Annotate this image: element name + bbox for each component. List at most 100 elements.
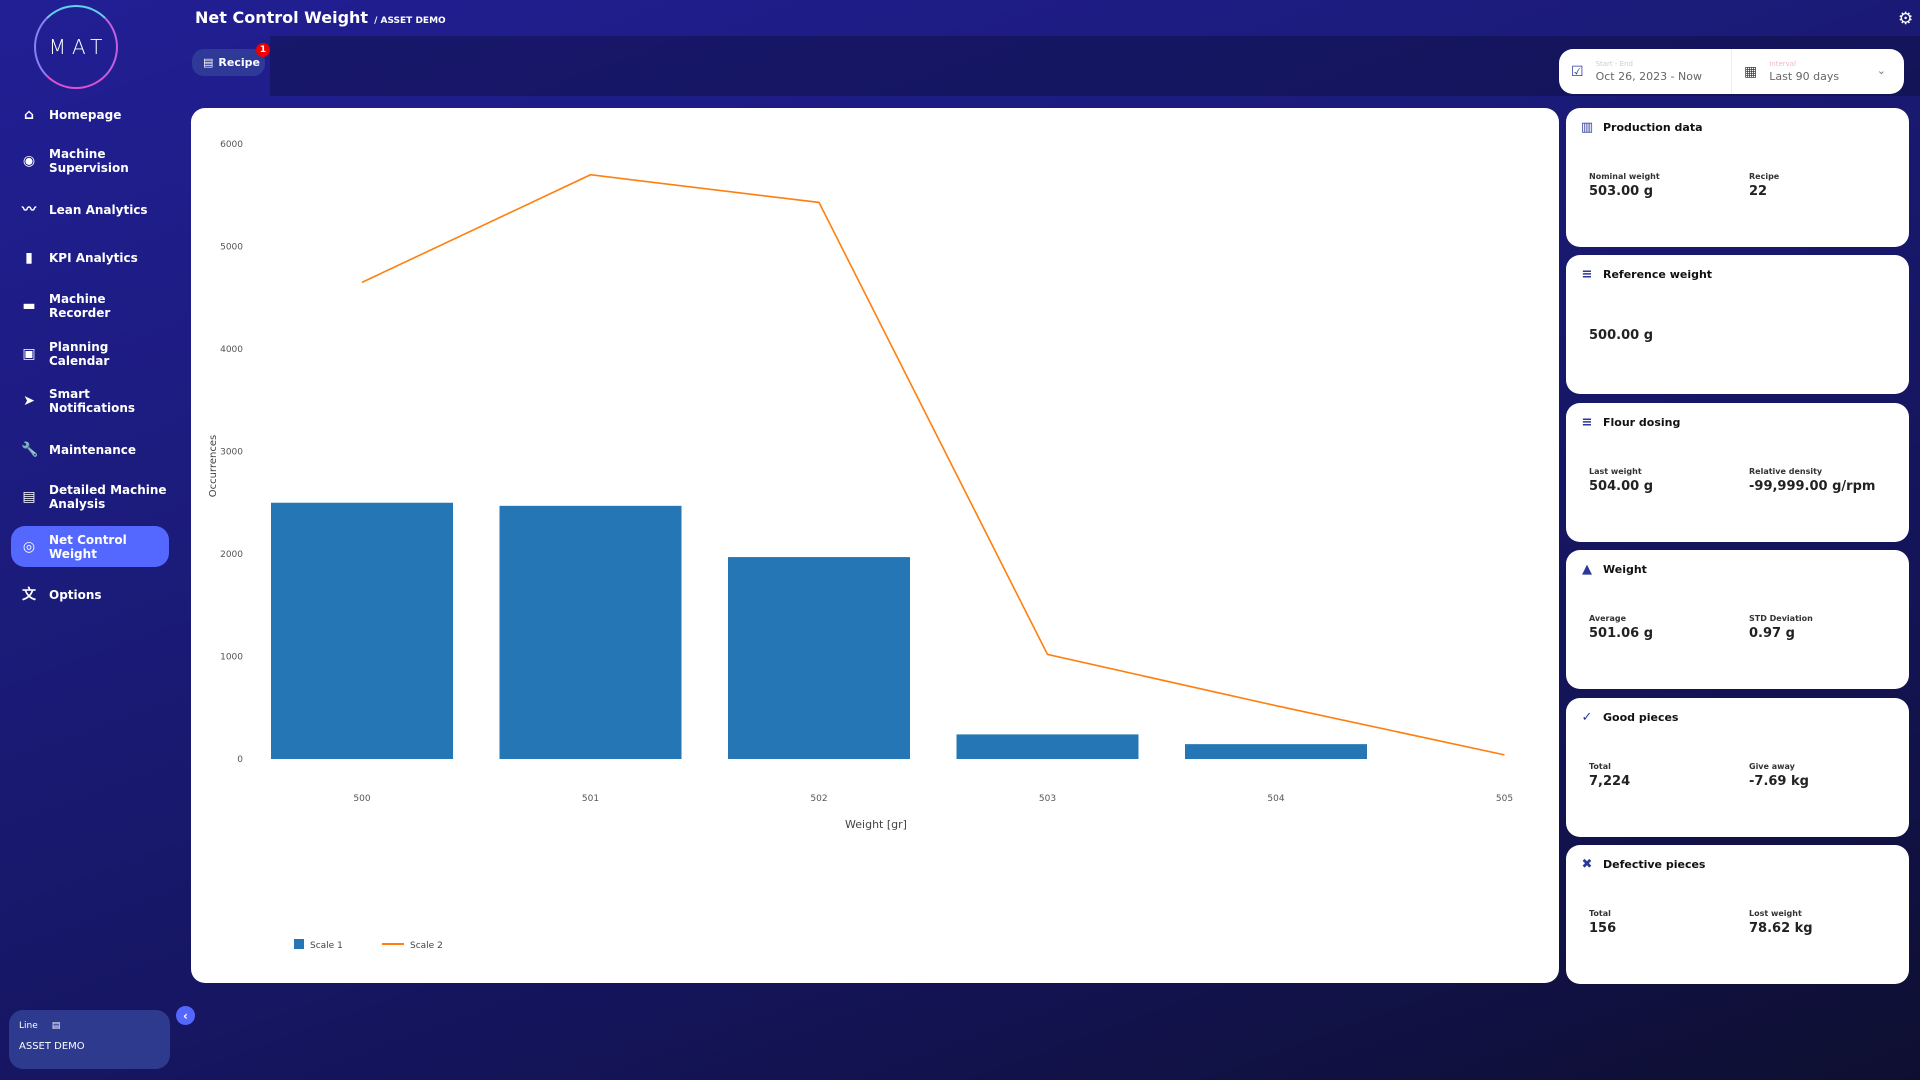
sidebar-item-label: Machine Recorder — [49, 291, 111, 320]
bar-500 — [271, 502, 453, 759]
field-value: 78.62 kg — [1749, 921, 1813, 936]
card-title: Weight — [1603, 563, 1647, 577]
x-tick-label: 502 — [810, 794, 827, 804]
card-flour-dosing: ≡ Flour dosing Last weight 504.00 g Relative… — [1566, 402, 1909, 542]
eye-icon: ◉ — [22, 152, 36, 169]
y-tick-label: 3000 — [220, 448, 243, 458]
interval-label: Interval — [1769, 60, 1797, 68]
field-label: Total — [1589, 761, 1611, 771]
interval-select[interactable]: ▦ Interval Last 90 days ⌄ — [1731, 49, 1904, 94]
sidebar-item-net-control-weight[interactable]: ◎ Net Control Weight — [11, 526, 169, 567]
field-value: 501.06 g — [1589, 626, 1653, 642]
line-label: Line — [19, 1021, 38, 1031]
field-value: 503.00 g — [1589, 184, 1653, 199]
card-defective-pieces: ✖ Defective pieces Total 156 Lost weight 78.6… — [1566, 845, 1909, 984]
collapse-sidebar-button[interactable]: ‹ — [176, 1006, 195, 1025]
sidebar-item-kpi-analytics[interactable]: ▮ KPI Analytics — [11, 237, 169, 278]
sidebar-item-label: Maintenance — [49, 442, 137, 457]
sidebar-item-label: Smart Notifications — [49, 386, 136, 415]
histogram-chart: 0 1000 2000 3000 4000 5000 6000 500 501 502 503 504… — [208, 140, 1513, 951]
card-field: Relative density -99,999.00 g/rpm — [1749, 467, 1875, 494]
trend-icon: 〰 — [22, 201, 36, 218]
bar-504 — [1185, 744, 1367, 759]
event-note-icon: ▤ — [22, 488, 36, 505]
card-header: ✖ Defective pieces — [1580, 857, 1706, 872]
card-title: Production data — [1603, 121, 1703, 134]
card-field: 500.00 g — [1589, 325, 1653, 343]
sidebar-item-planning-calendar[interactable]: ▣ Planning Calendar — [11, 333, 169, 374]
y-axis-title: Occurrences — [208, 435, 219, 497]
sidebar-item-label: Detailed Machine Analysis — [49, 482, 167, 511]
card-field: Give away -7.69 kg — [1749, 762, 1809, 789]
sidebar-item-detailed-machine-analysis[interactable]: ▤ Detailed Machine Analysis — [11, 476, 169, 517]
card-header: ✓ Good pieces — [1580, 710, 1679, 725]
legend-label: Scale 1 — [310, 941, 343, 951]
cancel-icon: ✖ — [1581, 857, 1593, 872]
sidebar-item-machine-recorder[interactable]: ▬ Machine Recorder — [11, 285, 169, 326]
card-header: ≡ Flour dosing — [1580, 415, 1681, 430]
card-header: ▲ Weight — [1580, 562, 1647, 577]
card-good-pieces: ✓ Good pieces Total 7,224 Give away -7.69 kg — [1566, 697, 1909, 837]
card-field: Total 156 — [1589, 909, 1616, 936]
card-field: Total 7,224 — [1589, 762, 1630, 789]
sidebar-item-homepage[interactable]: ⌂ Homepage — [11, 94, 169, 135]
card-title: Defective pieces — [1603, 858, 1706, 871]
recipe-button[interactable]: ▤ Recipe 1 — [192, 43, 270, 76]
legend-swatch-scale-1 — [294, 939, 304, 949]
x-tick-label: 501 — [582, 794, 599, 804]
gear-icon[interactable]: ⚙ — [1898, 9, 1914, 29]
field-value: -99,999.00 g/rpm — [1749, 478, 1876, 494]
field-label: Last weight — [1589, 466, 1642, 476]
radar-icon: ◎ — [22, 538, 36, 555]
logo: MAT — [34, 5, 118, 89]
legend-label: Scale 2 — [410, 941, 443, 951]
x-tick-label: 503 — [1039, 794, 1056, 804]
sidebar-item-lean-analytics[interactable]: 〰 Lean Analytics — [11, 189, 169, 230]
bar-501 — [499, 505, 682, 759]
y-tick-label: 0 — [237, 755, 243, 765]
sidebar-item-maintenance[interactable]: 🔧 Maintenance — [11, 429, 169, 470]
date-range-field[interactable]: ☑ Start - End Oct 26, 2023 - Now — [1559, 49, 1731, 94]
line-series-scale-2 — [361, 173, 1505, 756]
sidebar-item-label: Planning Calendar — [49, 339, 110, 368]
recorder-icon: ▬ — [22, 297, 36, 314]
sidebar-item-label: Net Control Weight — [49, 532, 127, 561]
sidebar-item-options[interactable]: 文 Options — [11, 574, 169, 615]
translate-icon: 文 — [22, 586, 36, 603]
field-label: Average — [1589, 614, 1627, 624]
card-header: ▥ Production data — [1580, 120, 1703, 135]
chart-panel: 0 1000 2000 3000 4000 5000 6000 500 501 502 503 504… — [191, 108, 1559, 983]
field-value: 504.00 g — [1589, 478, 1653, 494]
sidebar-item-machine-supervision[interactable]: ◉ Machine Supervision — [11, 140, 169, 181]
field-label: Lost weight — [1749, 909, 1802, 918]
card-header: ≡ Reference weight — [1580, 267, 1713, 282]
y-tick-label: 6000 — [220, 140, 243, 150]
field-label: Total — [1589, 909, 1611, 918]
x-axis-title: Weight [gr] — [845, 818, 907, 831]
date-range-value: Oct 26, 2023 - Now — [1595, 70, 1702, 83]
field-label: Recipe — [1749, 172, 1780, 181]
date-range-label: Start - End — [1595, 60, 1633, 68]
sidebar-item-label: Lean Analytics — [49, 202, 148, 217]
weight-icon: ▲ — [1582, 562, 1592, 578]
list-icon: ▤ — [51, 1021, 61, 1031]
card-weight: ▲ Weight Average 501.06 g STD Deviation 0.97 … — [1566, 550, 1909, 690]
calendar-icon: ▦ — [1744, 63, 1758, 80]
sidebar-item-label: Options — [49, 587, 102, 602]
date-range-picker[interactable]: ☑ Start - End Oct 26, 2023 - Now ▦ Inter… — [1559, 49, 1904, 94]
sidebar-item-smart-notifications[interactable]: ➤ Smart Notifications — [11, 380, 169, 421]
x-tick-label: 500 — [353, 794, 370, 804]
y-tick-label: 1000 — [220, 653, 243, 663]
notification-badge: 1 — [256, 43, 270, 57]
line-value: ASSET DEMO — [19, 1041, 85, 1052]
chevron-down-icon: ⌄ — [1876, 64, 1886, 77]
recipe-icon: ▤ — [203, 56, 214, 69]
calendar-check-icon: ☑ — [1571, 63, 1584, 80]
y-tick-label: 4000 — [220, 345, 243, 355]
interval-value: Last 90 days — [1769, 70, 1840, 83]
line-selector[interactable]: Line ▤ ASSET DEMO — [9, 1010, 170, 1069]
card-reference-weight: ≡ Reference weight 500.00 g — [1566, 255, 1909, 395]
field-value: 7,224 — [1589, 773, 1631, 789]
calendar-icon: ▣ — [22, 345, 36, 362]
send-icon: ➤ — [23, 392, 35, 409]
